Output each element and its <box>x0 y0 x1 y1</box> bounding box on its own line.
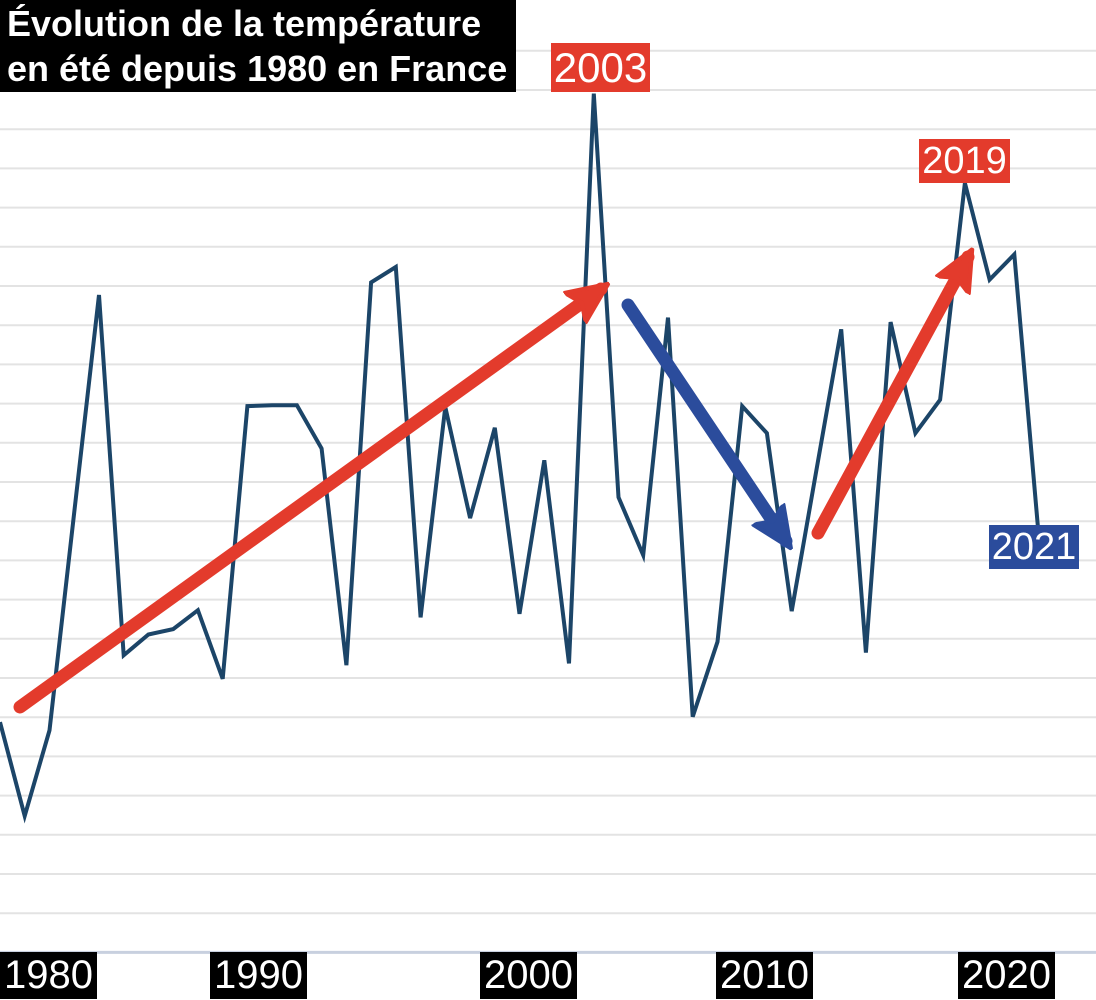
x-axis-label-2010: 2010 <box>716 952 813 999</box>
x-axis-label-2000: 2000 <box>480 952 577 999</box>
chart-title-line1: Évolution de la température <box>7 3 482 44</box>
warming-trend-1980-2003-arrow <box>13 289 601 714</box>
chart-title-line2: en été depuis 1980 en France <box>7 48 508 89</box>
x-axis-label-1980: 1980 <box>0 952 97 999</box>
warming-trend-2012-2019-arrow <box>811 257 975 540</box>
annotation-2003-label: 2003 <box>551 43 650 92</box>
annotation-2021-label: 2021 <box>989 525 1079 569</box>
temperature-line <box>0 93 1042 824</box>
x-axis-label-2020: 2020 <box>958 952 1055 999</box>
annotation-2019-label: 2019 <box>919 139 1010 183</box>
x-axis-label-1990: 1990 <box>210 952 307 999</box>
chart-title: Évolution de la température en été depui… <box>0 0 517 92</box>
cooling-trend-2003-2012-arrow <box>621 298 786 541</box>
